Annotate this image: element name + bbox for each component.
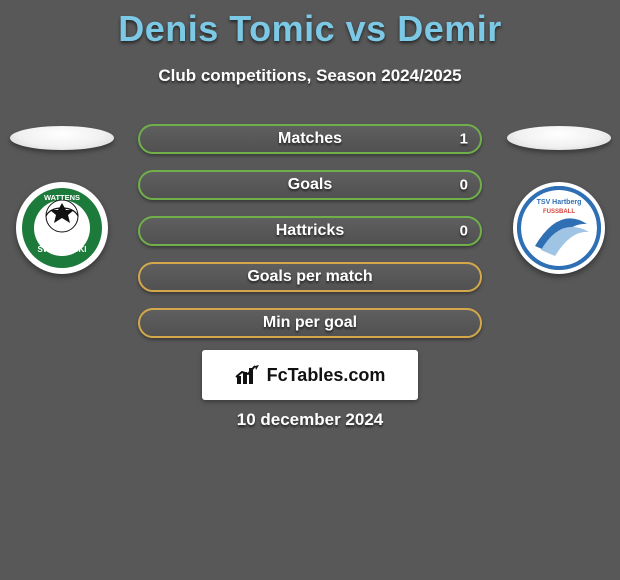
date-label: 10 december 2024: [0, 410, 620, 430]
svg-text:FUSSBALL: FUSSBALL: [543, 209, 575, 215]
subtitle: Club competitions, Season 2024/2025: [0, 66, 620, 86]
stat-label: Goals per match: [247, 268, 372, 286]
attribution-text: FcTables.com: [267, 365, 386, 386]
stats-list: Matches 1 Goals 0 Hattricks 0 Goals per …: [138, 124, 482, 338]
stat-label: Matches: [278, 130, 342, 148]
right-club-badge: TSV Hartberg FUSSBALL: [513, 182, 605, 274]
right-player-column: TSV Hartberg FUSSBALL: [501, 126, 616, 274]
stat-row-matches: Matches 1: [138, 124, 482, 154]
stat-right-value: 1: [460, 131, 468, 148]
left-club-badge: SWAROVSKI WATTENS: [16, 182, 108, 274]
stat-row-min-per-goal: Min per goal: [138, 308, 482, 338]
stat-row-hattricks: Hattricks 0: [138, 216, 482, 246]
svg-text:TSV Hartberg: TSV Hartberg: [536, 199, 581, 206]
stat-label: Hattricks: [276, 222, 344, 240]
wattens-badge-icon: SWAROVSKI WATTENS: [20, 186, 104, 270]
stat-right-value: 0: [460, 177, 468, 194]
stat-label: Min per goal: [263, 314, 357, 332]
right-player-avatar: [507, 126, 611, 150]
svg-text:SWAROVSKI: SWAROVSKI: [37, 245, 86, 254]
hartberg-badge-icon: TSV Hartberg FUSSBALL: [517, 186, 601, 270]
attribution-badge: FcTables.com: [202, 350, 418, 400]
svg-text:WATTENS: WATTENS: [43, 193, 79, 202]
stat-row-goals: Goals 0: [138, 170, 482, 200]
stat-label: Goals: [288, 176, 332, 194]
stat-row-goals-per-match: Goals per match: [138, 262, 482, 292]
left-player-avatar: [10, 126, 114, 150]
page-title: Denis Tomic vs Demir: [0, 0, 620, 50]
stat-right-value: 0: [460, 223, 468, 240]
bar-chart-icon: [235, 364, 261, 386]
left-player-column: SWAROVSKI WATTENS: [4, 126, 119, 274]
